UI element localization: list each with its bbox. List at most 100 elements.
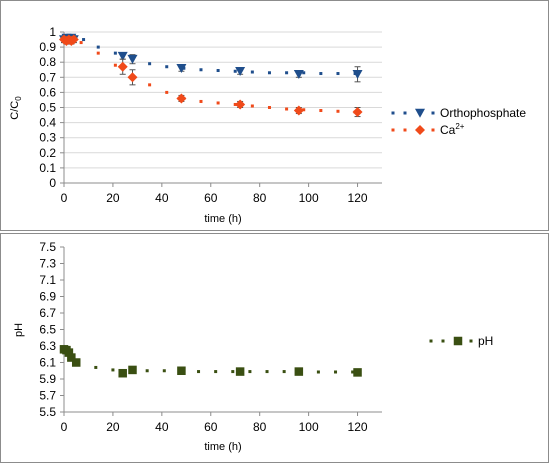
x-tick-label: 60 <box>204 420 218 434</box>
series-orthophosphate <box>59 33 363 83</box>
legend-item-orthophosphate: Orthophosphate <box>391 106 526 120</box>
legend-trend-dot <box>403 128 407 132</box>
legend-trend-dot <box>431 111 435 115</box>
x-axis-title: time (h) <box>204 441 241 453</box>
trend-point <box>216 101 220 105</box>
data-point <box>293 105 304 116</box>
x-axis-title: time (h) <box>204 213 241 225</box>
data-point <box>293 70 304 80</box>
data-point <box>117 51 128 61</box>
trend-point <box>231 370 235 374</box>
trend-point <box>267 106 271 109</box>
y-tick-label: 5.7 <box>39 389 56 403</box>
legend-marker <box>453 336 463 346</box>
data-point <box>176 93 187 104</box>
data-point <box>353 368 362 377</box>
trend-point <box>250 70 254 74</box>
trend-point <box>302 71 306 75</box>
data-point <box>68 34 79 45</box>
data-point <box>235 99 246 110</box>
data-point <box>177 366 186 375</box>
y-tick-label: 0 <box>49 176 56 190</box>
x-tick-label: 40 <box>155 420 169 434</box>
y-tick-label: 1 <box>49 25 56 39</box>
y-axis-title: C/C0 <box>9 96 23 120</box>
trend-point <box>96 45 100 49</box>
trend-point <box>285 107 289 111</box>
x-tick-label: 120 <box>348 420 368 434</box>
data-point <box>235 367 245 376</box>
y-tick-label: 7.1 <box>39 273 56 287</box>
trend-point <box>319 109 323 113</box>
trend-point <box>96 51 100 55</box>
data-point <box>71 358 81 367</box>
data-point <box>352 70 363 80</box>
trend-point <box>148 62 152 66</box>
legend-label: Orthophosphate <box>440 106 526 120</box>
y-tick-label: 6.9 <box>39 290 56 304</box>
legend-trend-dot <box>441 339 445 343</box>
trend-point <box>267 71 271 75</box>
data-point <box>117 61 128 72</box>
trend-point <box>199 68 203 72</box>
x-tick-label: 40 <box>155 191 169 205</box>
trend-point <box>79 41 83 45</box>
y-tick-label: 0.1 <box>39 161 56 175</box>
y-tick-label: 5.9 <box>39 372 56 386</box>
y-tick-label: 0.3 <box>39 131 56 145</box>
series-ph <box>59 345 362 378</box>
data-point <box>127 72 138 83</box>
x-tick-label: 100 <box>299 420 319 434</box>
y-axis-title: pH <box>13 323 25 337</box>
y-tick-label: 7.3 <box>39 257 56 271</box>
y-tick-label: 6.7 <box>39 306 56 320</box>
y-tick-label: 0.6 <box>39 85 56 99</box>
series-ca <box>59 34 363 118</box>
x-tick-label: 80 <box>253 420 267 434</box>
trend-point <box>199 99 203 103</box>
trend-point <box>336 72 340 76</box>
x-tick-label: 120 <box>348 191 368 205</box>
data-point <box>118 368 127 378</box>
trend-point <box>197 370 201 374</box>
x-tick-label: 20 <box>106 191 120 205</box>
trend-point <box>162 369 166 373</box>
y-tick-label: 5.5 <box>39 405 56 419</box>
y-tick-label: 0.8 <box>39 55 56 69</box>
top-panel-border <box>0 0 549 231</box>
x-tick-label: 20 <box>106 420 120 434</box>
trend-point <box>111 368 115 372</box>
concentration-chart: 00.10.20.30.40.50.60.70.80.910 20 40 60 80 10… <box>9 25 526 225</box>
legend-marker <box>415 125 425 135</box>
legend-marker <box>415 108 425 118</box>
trend-point <box>282 370 286 374</box>
legend-label-superscript: 2+ <box>455 122 464 131</box>
legend-label: Ca2+ <box>440 122 465 137</box>
legend-trend-dot <box>469 339 473 343</box>
data-point <box>64 348 74 357</box>
x-tick-label: 60 <box>204 191 218 205</box>
trend-point <box>351 370 355 374</box>
y-tick-label: 0.5 <box>39 101 56 115</box>
legend-trend-dot <box>431 128 435 132</box>
trend-point <box>248 370 252 374</box>
trend-point <box>319 72 323 76</box>
x-tick-label: 100 <box>299 191 319 205</box>
legend-trend-dot <box>391 111 395 115</box>
trend-point <box>214 370 218 374</box>
y-axis-title-subscript: 0 <box>14 96 23 101</box>
x-tick-label: 0 <box>61 420 68 434</box>
y-tick-label: 6.3 <box>39 339 56 353</box>
data-point <box>352 107 363 118</box>
bottom-panel-border <box>0 233 549 463</box>
y-tick-label: 7.5 <box>39 240 56 254</box>
trend-point <box>165 65 169 69</box>
ph-chart: 5.5 5.7 5.9 6.1 6.3 6.5 6.7 6.9 7.1 7.3 7.5 0 20 40 60… <box>13 240 493 453</box>
trend-point <box>113 63 117 67</box>
trend-point <box>148 83 152 87</box>
y-tick-label: 6.1 <box>39 356 56 370</box>
legend-trend-dot <box>391 128 395 132</box>
x-tick-label: 0 <box>61 191 68 205</box>
trend-point <box>265 370 269 374</box>
y-tick-label: 0.9 <box>39 40 56 54</box>
